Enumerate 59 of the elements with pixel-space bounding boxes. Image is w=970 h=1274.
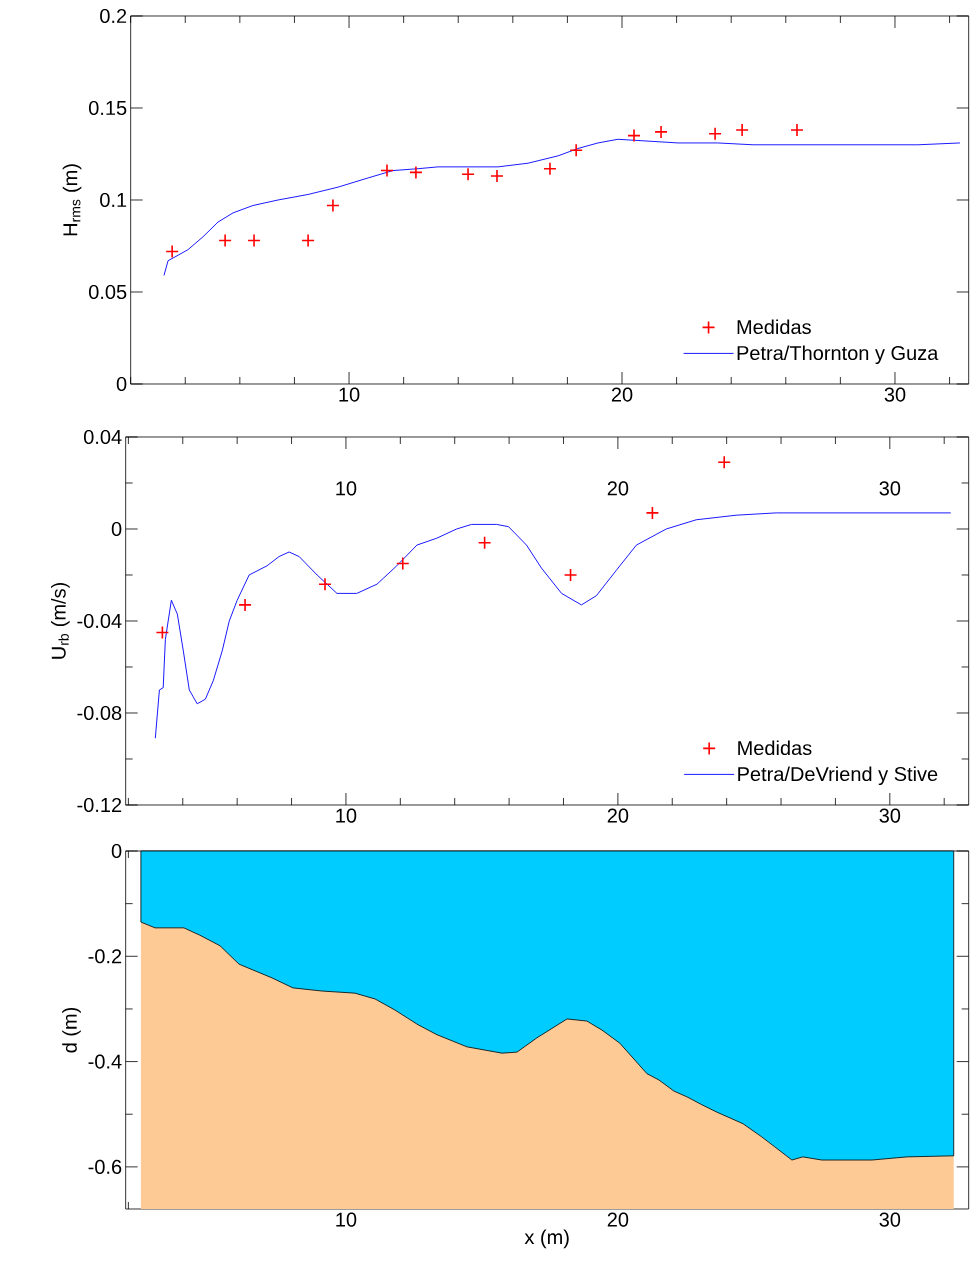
y-tick-label: -0.6 <box>88 1159 122 1174</box>
y-tick-label: 0.15 <box>89 100 127 116</box>
y-axis-title: H$_{rms}$ (m) <box>62 164 82 236</box>
y-tick-label: 0.2 <box>100 8 127 24</box>
point <box>326 198 340 213</box>
point <box>238 598 253 612</box>
point <box>654 125 668 139</box>
point <box>396 556 410 571</box>
point <box>301 233 316 248</box>
y-tick-label: 0 <box>111 521 122 537</box>
point <box>708 126 723 141</box>
x-tick-label: 20 <box>612 387 633 402</box>
x2-tick-label: 30 <box>879 808 901 823</box>
y-axis-title: d (m) <box>62 1007 81 1053</box>
y-tick-label: -0.08 <box>77 705 122 721</box>
point <box>490 169 504 183</box>
x2-tick-label: 20 <box>607 808 629 823</box>
legend-label: Medidas <box>738 740 812 756</box>
x-axis-title: x (m) <box>524 1229 569 1249</box>
y-tick-label: 0 <box>116 376 127 392</box>
y-axis-title: U$_{rb}$ (m/s) <box>51 582 70 659</box>
point <box>380 163 394 178</box>
x-tick-label: 30 <box>879 1212 901 1227</box>
y-tick-label: -0.12 <box>77 797 122 813</box>
point <box>569 143 584 158</box>
point <box>247 233 262 248</box>
y-tick-label: -0.4 <box>88 1054 122 1069</box>
y-tick-label: -0.04 <box>77 613 122 629</box>
point <box>645 506 660 520</box>
point <box>165 244 180 259</box>
legend-label: Petra/Thornton y Guza <box>737 345 939 365</box>
point <box>477 535 492 550</box>
x-tick-label: 20 <box>607 481 629 496</box>
x-tick-label: 30 <box>884 387 906 402</box>
legend-label: Petra/DeVriend y Stive <box>738 766 938 786</box>
line-series <box>155 512 952 739</box>
point <box>218 233 233 248</box>
point <box>717 455 732 470</box>
point <box>790 123 804 137</box>
x-tick-label: 20 <box>607 1212 629 1227</box>
x-tick-label: 10 <box>339 387 360 402</box>
x-tick-label: 30 <box>879 481 901 496</box>
point <box>735 123 750 137</box>
point <box>543 161 557 176</box>
point <box>563 568 578 582</box>
point <box>409 165 423 180</box>
point <box>318 577 332 591</box>
point <box>461 167 476 182</box>
x-tick-label: 10 <box>336 1212 357 1227</box>
point <box>155 625 170 640</box>
y-tick-label: 0.1 <box>100 192 127 208</box>
x2-tick-label: 10 <box>336 808 357 823</box>
y-tick-label: 0.05 <box>89 284 127 300</box>
legend-label: Medidas <box>737 319 812 335</box>
x-tick-label: 10 <box>336 481 357 496</box>
point <box>627 128 641 143</box>
y-tick-label: 0.04 <box>84 429 122 445</box>
y-tick-label: 0 <box>111 843 122 859</box>
y-tick-label: -0.2 <box>88 949 122 964</box>
